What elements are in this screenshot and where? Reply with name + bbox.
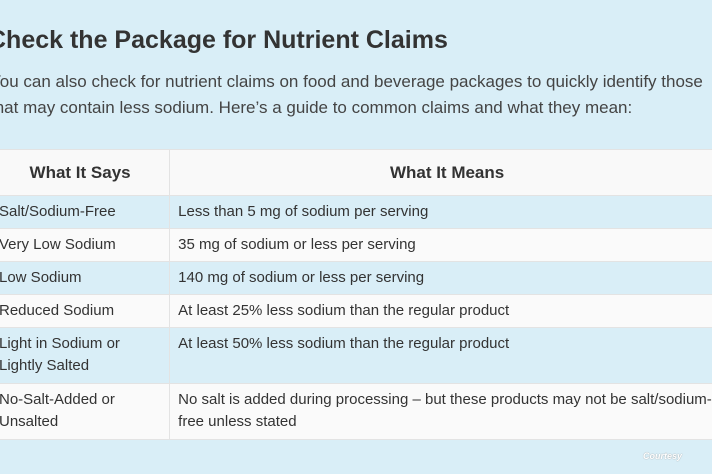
claim-means: At least 25% less sodium than the regula… [169, 294, 712, 328]
claim-says: Light in Sodium or Lightly Salted [0, 327, 171, 384]
header-what-it-means: What It Means [169, 149, 712, 196]
claim-means: 140 mg of sodium or less per serving [169, 261, 712, 295]
table-row: No-Salt-Added or Unsalted No salt is add… [0, 383, 712, 440]
nutrient-claims-table: What It Says What It Means Salt/Sodium-F… [0, 149, 712, 440]
image-credit: Courtesy [642, 451, 682, 461]
claim-says: Low Sodium [0, 261, 171, 295]
table-row: Very Low Sodium 35 mg of sodium or less … [0, 228, 712, 262]
claim-means: No salt is added during processing – but… [169, 383, 712, 440]
claim-means: Less than 5 mg of sodium per serving [169, 195, 712, 229]
intro-paragraph: You can also check for nutrient claims o… [0, 69, 712, 121]
claim-means: At least 50% less sodium than the regula… [169, 327, 712, 384]
table-row: Low Sodium 140 mg of sodium or less per … [0, 261, 712, 295]
intro-line-1: You can also check for nutrient claims o… [0, 72, 703, 91]
table-row: Reduced Sodium At least 25% less sodium … [0, 294, 712, 328]
claim-says: Salt/Sodium-Free [0, 195, 171, 229]
intro-line-2: that may contain less sodium. Here’s a g… [0, 98, 633, 117]
page-heading: Check the Package for Nutrient Claims [0, 26, 448, 54]
claim-means: 35 mg of sodium or less per serving [169, 228, 712, 262]
header-what-it-says: What It Says [0, 149, 171, 196]
claim-says: Reduced Sodium [0, 294, 171, 328]
claim-says: No-Salt-Added or Unsalted [0, 383, 171, 440]
table-row: Light in Sodium or Lightly Salted At lea… [0, 327, 712, 384]
claim-says: Very Low Sodium [0, 228, 171, 262]
table-header-row: What It Says What It Means [0, 149, 712, 196]
table-row: Salt/Sodium-Free Less than 5 mg of sodiu… [0, 195, 712, 229]
